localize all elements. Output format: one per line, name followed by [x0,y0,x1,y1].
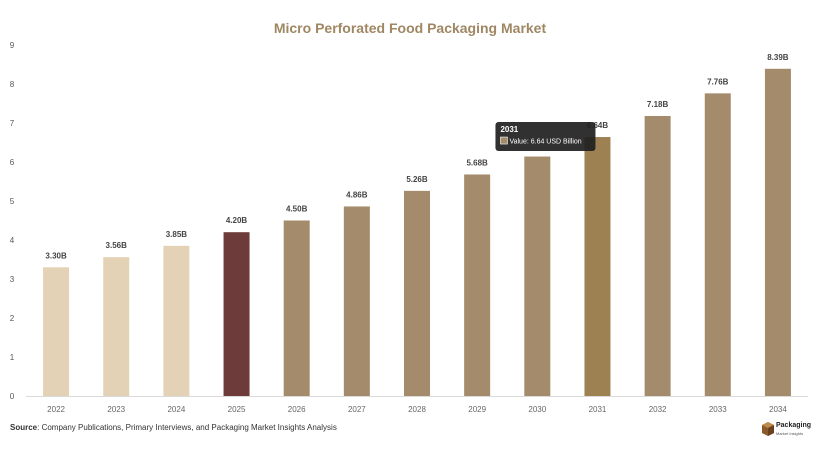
x-tick-label: 2023 [107,405,125,414]
data-label-2034: 8.39B [767,53,789,62]
tooltip: 2031 Value: 6.64 USD Billion [495,122,596,152]
y-tick-label: 9 [10,41,15,50]
brand-logo: Packaging Market Insights [762,421,818,439]
source-label: Source [10,423,38,432]
y-axis: 0 1 2 3 4 5 6 7 8 9 [10,41,15,401]
bar-2030[interactable] [524,156,551,396]
x-tick-label: 2030 [528,405,546,414]
data-label-2023: 3.56B [106,241,128,250]
y-tick-label: 7 [10,119,15,128]
tooltip-text: Value: 6.64 USD Billion [509,139,581,146]
source-line: Source: Company Publications, Primary In… [10,423,337,432]
bar-2023[interactable] [103,257,130,396]
x-tick-label: 2025 [228,405,246,414]
x-tick-label: 2027 [348,405,366,414]
y-tick-label: 5 [10,197,15,206]
y-tick-label: 6 [10,158,15,167]
tooltip-box [495,122,596,152]
data-label-2028: 5.26B [406,175,428,184]
data-label-2029: 5.68B [466,158,488,167]
bar-2022[interactable] [43,267,70,396]
bar-2024[interactable] [163,245,190,396]
y-tick-label: 3 [10,275,15,284]
data-label-2032: 7.18B [647,100,669,109]
bar-2031[interactable] [584,137,611,397]
x-tick-label: 2033 [709,405,727,414]
bar-2028[interactable] [404,190,430,396]
tooltip-title: 2031 [500,125,518,134]
y-tick-label: 4 [10,236,15,245]
y-tick-label: 0 [10,392,15,401]
x-tick-label: 2034 [769,405,787,414]
data-label-2024: 3.85B [166,230,188,239]
y-tick-label: 8 [10,80,15,89]
bar-2032[interactable] [644,115,671,396]
data-label-2033: 7.76B [707,77,729,86]
brand-name: Packaging [776,422,812,429]
data-label-2026: 4.50B [286,205,308,214]
x-tick-label: 2029 [468,405,486,414]
y-tick-label: 2 [10,314,15,323]
bar-2026[interactable] [283,220,310,397]
bar-2025[interactable] [223,232,250,396]
bars: 3.30B 3.56B 3.85B 4.20B 4.50B 4.86B 5.26B 5.68B… [43,53,791,397]
tooltip-swatch [500,136,508,145]
chart-title: Micro Perforated Food Packaging Market [273,20,547,36]
x-tick-label: 2032 [649,405,667,414]
source-text: : Company Publications, Primary Intervie… [37,423,337,432]
y-tick-label: 1 [10,353,15,362]
data-label-2025: 4.20B [226,216,248,225]
x-axis: 2022 2023 2024 2025 2026 2027 2028 2029 2030 2031… [26,396,808,414]
x-tick-label: 2022 [47,405,65,414]
x-tick-label: 2024 [167,405,185,414]
data-label-2027: 4.86B [346,190,368,199]
bar-2034[interactable] [764,68,791,396]
bar-2033[interactable] [704,93,731,397]
x-tick-label: 2026 [288,405,306,414]
data-label-2022: 3.30B [45,251,67,260]
bar-2027[interactable] [343,206,370,396]
box-icon [762,422,774,436]
data-label-2031: 6.64B [587,121,609,130]
bar-2029[interactable] [464,174,491,396]
x-tick-label: 2031 [589,405,607,414]
x-tick-label: 2028 [408,405,426,414]
brand-tagline: Market Insights [776,431,804,436]
